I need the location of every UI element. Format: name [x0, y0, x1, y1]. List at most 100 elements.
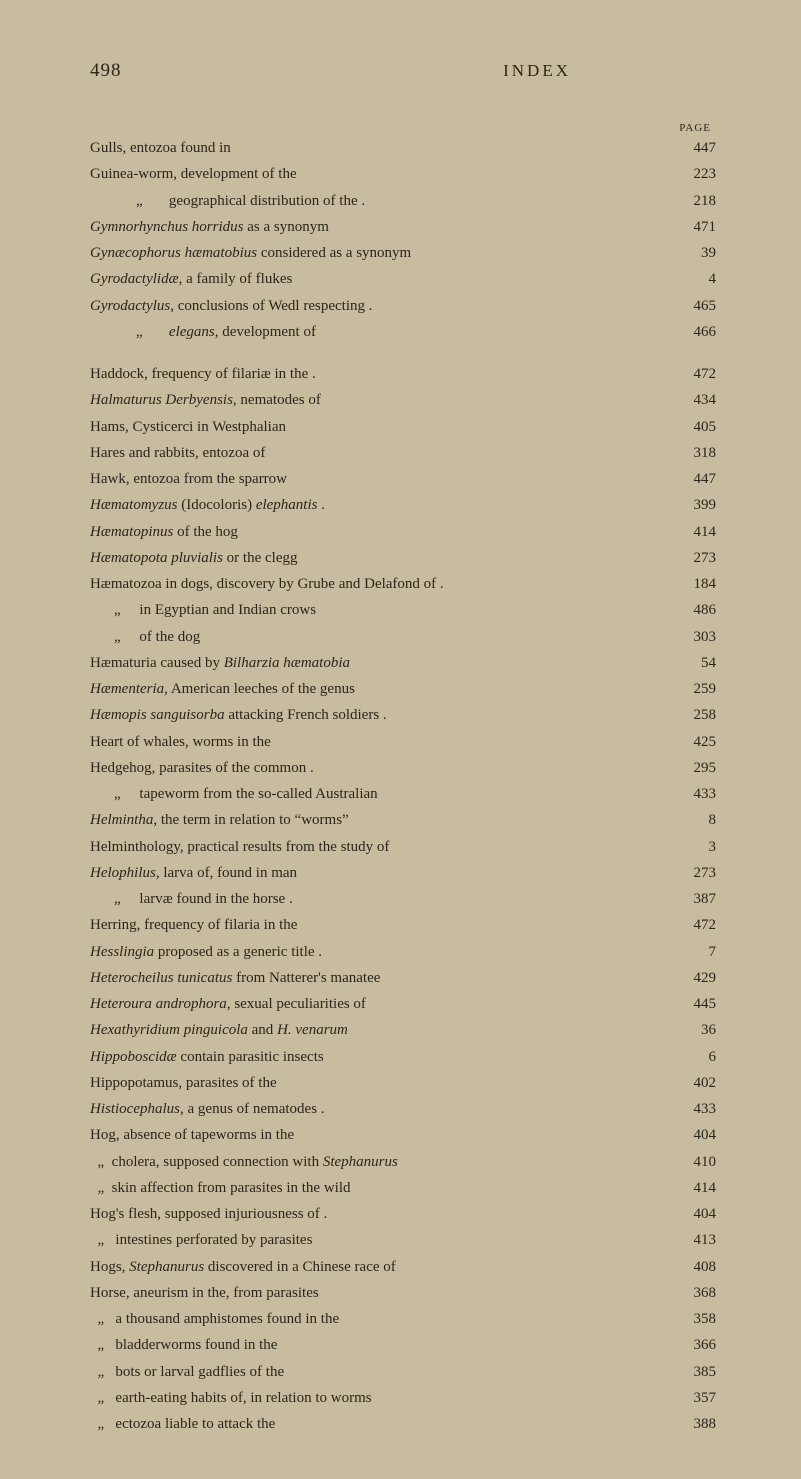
index-entry-text: „ intestines perforated by parasites [90, 1229, 312, 1252]
index-entry: Helminthology, practical results from th… [90, 836, 716, 859]
index-entry: Horse, aneurism in the, from parasites 36… [90, 1282, 716, 1305]
index-entry-page: 486 [671, 599, 716, 622]
index-entry-page: 413 [671, 1229, 716, 1252]
index-entry-page: 429 [671, 967, 716, 990]
index-entry-text: Hæmenteria, American leeches of the genu… [90, 678, 355, 701]
index-entry-text: „ earth-eating habits of, in relation to… [90, 1387, 372, 1410]
index-entry-page: 472 [671, 914, 716, 937]
index-entry: Hæmenteria, American leeches of the genu… [90, 678, 716, 701]
index-entry-page: 388 [671, 1413, 716, 1436]
index-entry-text: Helminthology, practical results from th… [90, 836, 389, 859]
index-entry-text: Hæmatopinus of the hog [90, 521, 238, 544]
page-header: 498 INDEX [90, 60, 716, 82]
index-entry-text: „ geographical distribution of the . [90, 190, 365, 213]
index-entry-text: Gymnorhynchus horridus as a synonym [90, 216, 329, 239]
index-entry: Hæmopis sanguisorba attacking French sol… [90, 704, 716, 727]
index-entry: „ in Egyptian and Indian crows 486 [90, 599, 716, 622]
index-entry: Gulls, entozoa found in447 [90, 137, 716, 160]
index-entry-page: 303 [671, 626, 716, 649]
index-entry: „ bladderworms found in the 366 [90, 1334, 716, 1357]
index-entry: Histiocephalus, a genus of nematodes .43… [90, 1098, 716, 1121]
index-entry-text: Hawk, entozoa from the sparrow [90, 468, 287, 491]
index-entry: Hippoboscidæ contain parasitic insects6 [90, 1046, 716, 1069]
index-entry-text: „ elegans, development of [90, 321, 316, 344]
index-entry-page: 318 [671, 442, 716, 465]
index-entry-text: „ in Egyptian and Indian crows [90, 599, 316, 622]
index-entry: Hog's flesh, supposed injuriousness of .… [90, 1203, 716, 1226]
index-entry: Hedgehog, parasites of the common . 295 [90, 757, 716, 780]
index-entry-page: 425 [671, 731, 716, 754]
column-header-page: PAGE [90, 122, 716, 134]
index-entry: Hæmatozoa in dogs, discovery by Grube an… [90, 573, 716, 596]
index-entry-text: Hippopotamus, parasites of the [90, 1072, 277, 1095]
index-entry: Hexathyridium pinguicola and H. venarum3… [90, 1019, 716, 1042]
index-entry: Haddock, frequency of filariæ in the .47… [90, 363, 716, 386]
index-entry: „ bots or larval gadflies of the 385 [90, 1361, 716, 1384]
entries-block-1: Gulls, entozoa found in447 Guinea-worm, d… [90, 137, 716, 344]
index-entry: Hippopotamus, parasites of the402 [90, 1072, 716, 1095]
index-entry-text: Horse, aneurism in the, from parasites [90, 1282, 319, 1305]
index-entry-page: 445 [671, 993, 716, 1016]
index-entry-page: 471 [671, 216, 716, 239]
index-entry-text: Gyrodactylus, conclusions of Wedl respec… [90, 295, 373, 318]
index-entry: Hæmatomyzus (Idocoloris) elephantis . 399 [90, 494, 716, 517]
index-entry-text: Hams, Cysticerci in Westphalian [90, 416, 286, 439]
index-entry-page: 434 [671, 389, 716, 412]
index-entry-page: 404 [671, 1203, 716, 1226]
index-entry: Gynæcophorus hæmatobius considered as a … [90, 242, 716, 265]
index-entry-page: 433 [671, 783, 716, 806]
index-entry-text: „ bots or larval gadflies of the [90, 1361, 284, 1384]
index-entry: Hæmatopinus of the hog414 [90, 521, 716, 544]
index-entry-text: Hog's flesh, supposed injuriousness of . [90, 1203, 327, 1226]
index-entry: Hæmatopota pluvialis or the clegg273 [90, 547, 716, 570]
index-entry-page: 273 [671, 862, 716, 885]
entries-block-2: Haddock, frequency of filariæ in the .47… [90, 363, 716, 1436]
index-entry: Hog, absence of tapeworms in the 404 [90, 1124, 716, 1147]
index-entry-text: „ bladderworms found in the [90, 1334, 277, 1357]
paragraph-gap [90, 347, 716, 363]
index-entry: Hogs, Stephanurus discovered in a Chines… [90, 1256, 716, 1279]
index-entry-page: 258 [671, 704, 716, 727]
page-container: 498 INDEX PAGE Gulls, entozoa found in44… [0, 0, 801, 1479]
index-entry-text: Helmintha, the term in relation to “worm… [90, 809, 349, 832]
index-entry: „ elegans, development of466 [90, 321, 716, 344]
index-entry-page: 414 [671, 1177, 716, 1200]
index-entry-text: Hæmatomyzus (Idocoloris) elephantis . [90, 494, 325, 517]
index-entry-page: 295 [671, 757, 716, 780]
index-entry: Gyrodactylidæ, a family of flukes4 [90, 268, 716, 291]
index-entry: Hesslingia proposed as a generic title .… [90, 941, 716, 964]
index-entry: Helophilus, larva of, found in man273 [90, 862, 716, 885]
index-entry-page: 368 [671, 1282, 716, 1305]
index-entry-page: 54 [671, 652, 716, 675]
index-entry-text: „ cholera, supposed connection with Step… [90, 1151, 398, 1174]
index-entry: „ larvæ found in the horse .387 [90, 888, 716, 911]
index-entry-text: Hog, absence of tapeworms in the [90, 1124, 294, 1147]
index-entry-text: Hedgehog, parasites of the common . [90, 757, 314, 780]
index-entry-page: 366 [671, 1334, 716, 1357]
index-entry-text: Heart of whales, worms in the [90, 731, 271, 754]
index-entry-page: 223 [671, 163, 716, 186]
page-number: 498 [90, 60, 122, 82]
index-entry-page: 399 [671, 494, 716, 517]
index-entry-page: 404 [671, 1124, 716, 1147]
index-entry-page: 387 [671, 888, 716, 911]
index-entry-page: 408 [671, 1256, 716, 1279]
section-title: INDEX [503, 61, 571, 81]
index-entry-text: Hippoboscidæ contain parasitic insects [90, 1046, 324, 1069]
index-entry-page: 184 [671, 573, 716, 596]
index-entry-text: Hæmatopota pluvialis or the clegg [90, 547, 297, 570]
index-entry-text: „ skin affection from parasites in the w… [90, 1177, 351, 1200]
index-entry-text: „ a thousand amphistomes found in the [90, 1308, 339, 1331]
index-entry-page: 447 [671, 468, 716, 491]
index-entry-page: 3 [671, 836, 716, 859]
index-entry-text: „ of the dog [90, 626, 200, 649]
index-entry-page: 8 [671, 809, 716, 832]
index-entry: „ earth-eating habits of, in relation to… [90, 1387, 716, 1410]
index-entry-text: Guinea-worm, development of the [90, 163, 297, 186]
index-entry-page: 385 [671, 1361, 716, 1384]
index-entry-text: Gynæcophorus hæmatobius considered as a … [90, 242, 411, 265]
index-entry: Hams, Cysticerci in Westphalian405 [90, 416, 716, 439]
index-entry-text: Heterocheilus tunicatus from Natterer's … [90, 967, 380, 990]
index-entry: „ ectozoa liable to attack the388 [90, 1413, 716, 1436]
index-entry-text: Halmaturus Derbyensis, nematodes of [90, 389, 321, 412]
